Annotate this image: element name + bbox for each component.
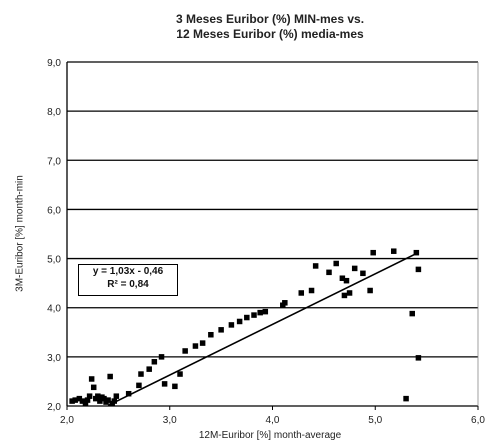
data-point [199,340,206,346]
data-point [90,384,97,391]
data-point [86,393,93,399]
data-point [158,354,165,360]
data-point [76,395,83,402]
y-tick-label: 3,0 [47,353,61,364]
data-point [218,327,224,333]
data-point [97,398,103,404]
data-point [105,397,111,403]
equation-box: y = 1,03x - 0,46 R² = 0,84 [78,264,178,296]
data-point [415,266,422,273]
y-tick-label: 2,0 [47,402,61,413]
data-point [182,348,188,354]
x-tick-label: 4,0 [266,415,280,426]
data-point [351,265,358,272]
chart-title-line-2: 12 Meses Euribor (%) media-mes [176,27,364,41]
trendline [107,252,417,407]
data-point [370,249,376,256]
data-point [84,397,91,403]
data-point [79,398,86,404]
data-point [111,398,118,404]
data-point [138,371,144,377]
data-point [403,395,409,402]
data-point [69,398,75,404]
data-point [244,314,250,321]
data-point [312,263,319,269]
data-point [82,400,89,407]
data-point [101,395,107,402]
y-tick-label: 4,0 [47,304,61,315]
data-point [228,322,235,328]
data-point [236,318,243,325]
data-point [343,277,350,284]
data-point [415,355,422,361]
data-point [125,390,132,397]
data-point [367,287,373,294]
x-tick-labels: 2,0 3,0 4,0 5,0 6,0 [60,415,485,426]
data-point [192,343,199,349]
data-point [262,308,269,315]
r-squared-label: R² = 0,84 [107,279,149,290]
data-point [308,287,315,294]
data-point [251,312,257,318]
y-tick-label: 7,0 [47,156,61,167]
data-points [69,248,422,407]
y-tick-label: 5,0 [47,255,61,266]
data-point [360,270,366,277]
chart-title-line-1: 3 Meses Euribor (%) MIN-mes vs. [175,12,365,26]
x-tick-label: 6,0 [471,415,485,426]
data-point [72,397,78,403]
data-point [257,309,263,316]
y-tick-label: 8,0 [47,107,61,118]
data-point [341,292,348,299]
grid-lines [67,61,478,358]
data-point [208,331,214,338]
data-point [161,381,168,387]
data-point [409,310,415,317]
trendline-line [107,252,417,407]
data-point [95,393,101,399]
data-point [298,290,305,296]
data-point [413,249,420,256]
axes [66,62,479,410]
x-tick-label: 3,0 [163,415,177,426]
data-point [346,290,353,296]
y-tick-label: 9,0 [47,58,61,69]
data-point [88,376,95,382]
y-axis-label: 3M-Euribor [%] month-min [14,175,26,292]
y-tick-labels: 2,0 3,0 4,0 5,0 6,0 7,0 8,0 9,0 [47,58,61,413]
data-point [333,260,339,267]
data-point [326,269,332,276]
data-point [146,366,152,372]
trendline-equation: y = 1,03x - 0,46 [92,266,164,277]
data-point [172,383,178,390]
y-tick-label: 6,0 [47,205,61,216]
data-point [151,359,158,365]
data-point [136,382,142,389]
data-point [177,371,183,377]
data-point [390,248,397,254]
data-point [107,373,113,380]
data-point [339,275,346,281]
x-tick-label: 5,0 [368,415,382,426]
x-axis-label: 12M-Euribor [%] month-average [198,430,342,441]
x-tick-label: 2,0 [60,415,74,426]
data-point [113,393,120,399]
data-point [282,300,288,306]
